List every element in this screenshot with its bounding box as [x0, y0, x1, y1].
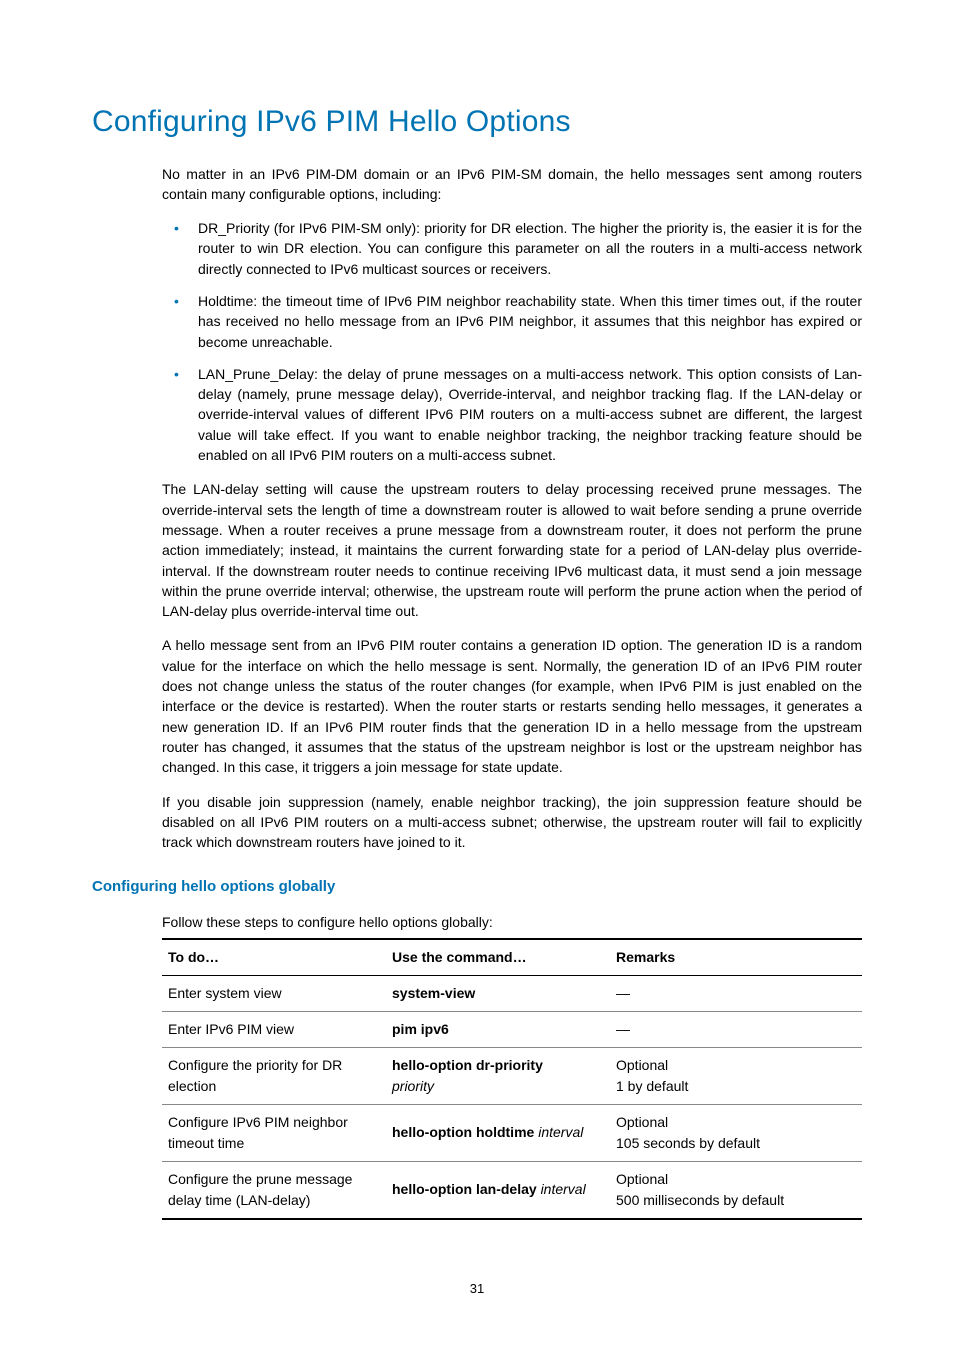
remarks-line: Optional: [616, 1114, 668, 1130]
table-header: To do…: [162, 939, 386, 975]
command-name: pim ipv6: [392, 1021, 449, 1037]
table-intro: Follow these steps to configure hello op…: [162, 912, 862, 932]
table-cell: Configure the prune message delay time (…: [162, 1161, 386, 1219]
command-name: hello-option holdtime: [392, 1124, 534, 1140]
table-cell: Enter IPv6 PIM view: [162, 1011, 386, 1047]
list-item: Holdtime: the timeout time of IPv6 PIM n…: [162, 291, 862, 352]
table-cell: hello-option lan-delay interval: [386, 1161, 610, 1219]
table-row: Configure IPv6 PIM neighbor timeout time…: [162, 1104, 862, 1161]
table-header-row: To do… Use the command… Remarks: [162, 939, 862, 975]
list-item: LAN_Prune_Delay: the delay of prune mess…: [162, 364, 862, 465]
body-paragraph: If you disable join suppression (namely,…: [162, 792, 862, 853]
body-paragraph: The LAN-delay setting will cause the ups…: [162, 479, 862, 621]
table-row: Enter IPv6 PIM view pim ipv6 —: [162, 1011, 862, 1047]
command-name: hello-option lan-delay: [392, 1181, 537, 1197]
table-cell: Optional 500 milliseconds by default: [610, 1161, 862, 1219]
command-table: To do… Use the command… Remarks Enter sy…: [162, 938, 862, 1219]
command-arg: interval: [538, 1124, 583, 1140]
table-cell: Enter system view: [162, 975, 386, 1011]
table-row: Configure the prune message delay time (…: [162, 1161, 862, 1219]
section-subheading: Configuring hello options globally: [92, 876, 862, 898]
options-bullet-list: DR_Priority (for IPv6 PIM-SM only): prio…: [162, 218, 862, 465]
command-arg: priority: [392, 1078, 434, 1094]
table-cell: —: [610, 975, 862, 1011]
table-cell: hello-option dr-priority priority: [386, 1047, 610, 1104]
table-cell: hello-option holdtime interval: [386, 1104, 610, 1161]
remarks-line: 1 by default: [616, 1078, 688, 1094]
table-header: Remarks: [610, 939, 862, 975]
table-cell: system-view: [386, 975, 610, 1011]
intro-paragraph: No matter in an IPv6 PIM-DM domain or an…: [162, 164, 862, 205]
remarks-line: Optional: [616, 1171, 668, 1187]
body-paragraph: A hello message sent from an IPv6 PIM ro…: [162, 635, 862, 777]
table-cell: —: [610, 1011, 862, 1047]
table-row: Enter system view system-view —: [162, 975, 862, 1011]
table-header: Use the command…: [386, 939, 610, 975]
command-arg: interval: [541, 1181, 586, 1197]
table-cell: Configure the priority for DR election: [162, 1047, 386, 1104]
table-cell: Configure IPv6 PIM neighbor timeout time: [162, 1104, 386, 1161]
command-name: system-view: [392, 985, 475, 1001]
table-cell: Optional 105 seconds by default: [610, 1104, 862, 1161]
table-row: Configure the priority for DR election h…: [162, 1047, 862, 1104]
remarks-line: Optional: [616, 1057, 668, 1073]
table-cell: pim ipv6: [386, 1011, 610, 1047]
page-title: Configuring IPv6 PIM Hello Options: [92, 100, 862, 144]
remarks-line: 500 milliseconds by default: [616, 1192, 784, 1208]
list-item: DR_Priority (for IPv6 PIM-SM only): prio…: [162, 218, 862, 279]
command-name: hello-option dr-priority: [392, 1057, 543, 1073]
page-number: 31: [92, 1280, 862, 1299]
remarks-line: 105 seconds by default: [616, 1135, 760, 1151]
table-cell: Optional 1 by default: [610, 1047, 862, 1104]
